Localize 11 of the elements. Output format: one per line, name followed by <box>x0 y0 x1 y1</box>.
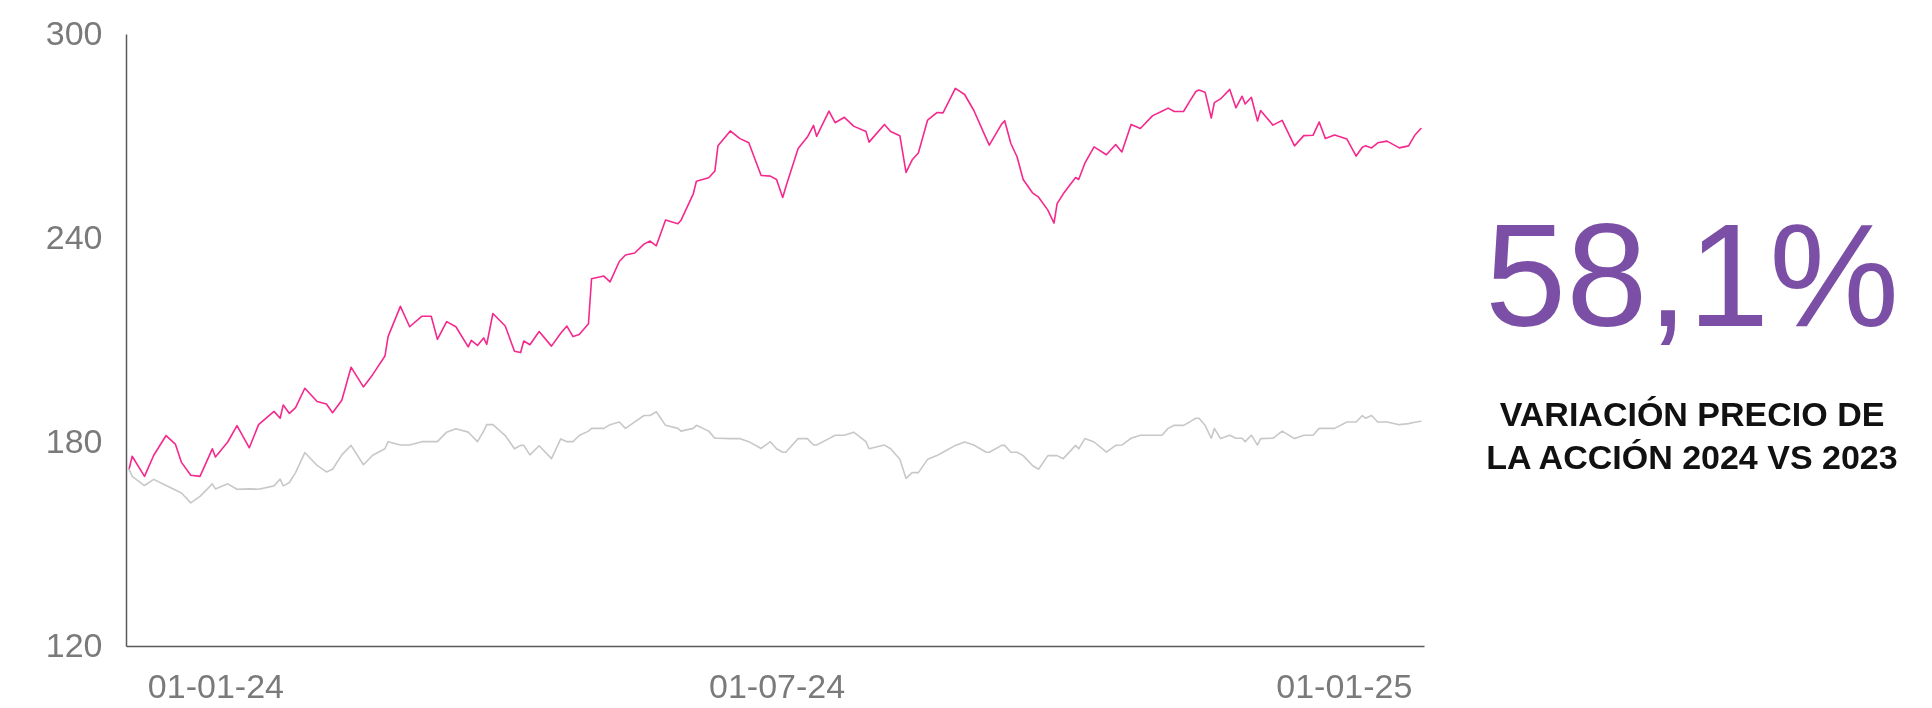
x-tick-label: 01-01-24 <box>147 666 284 705</box>
line-series <box>128 87 1422 478</box>
y-tick-label: 240 <box>45 217 103 256</box>
x-tick-label: 01-01-25 <box>1276 666 1413 705</box>
y-tick-label: 180 <box>45 421 103 460</box>
text: 58,1% <box>1485 194 1899 357</box>
text: VARIACIÓN PRECIO DE LA ACCIÓN 2024 VS 2023 <box>1486 395 1898 476</box>
line-series <box>128 410 1422 504</box>
y-tick-label: 300 <box>45 13 103 52</box>
x-tick-label: 01-07-24 <box>708 666 846 705</box>
y-tick-label: 120 <box>45 625 103 664</box>
